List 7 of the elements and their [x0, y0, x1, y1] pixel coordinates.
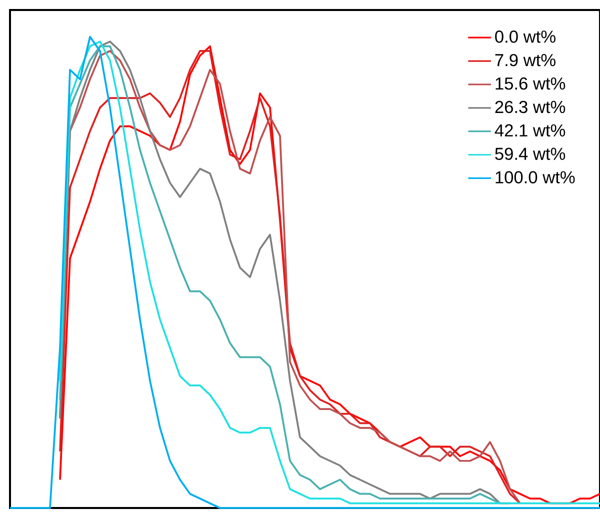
legend-label: 59.4 wt% [495, 148, 566, 160]
legend-label: 0.0 wt% [495, 30, 556, 43]
legend-label: 15.6 wt% [496, 77, 566, 90]
legend-label: 7.9 wt% [495, 54, 556, 66]
legend-label: 42.1 wt% [494, 124, 566, 137]
legend-label: 100.0 wt% [496, 171, 575, 184]
legend-label: 26.3 wt% [495, 100, 566, 114]
